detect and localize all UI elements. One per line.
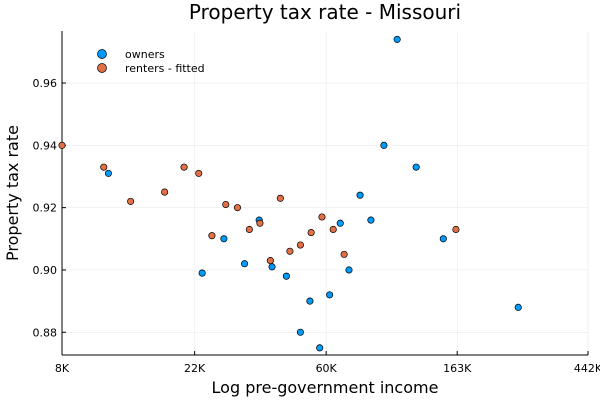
data-point [307,229,315,237]
data-point [340,250,348,258]
data-point [268,263,276,271]
data-point [104,169,112,177]
data-point [452,225,460,234]
data-point [241,260,249,268]
labels: Property tax rate - Missouri Log pre-gov… [3,0,461,397]
data-point [306,297,314,305]
legend-marker [97,63,107,73]
axes: 8K 22K 60K 163K 442K 0.88 0.90 0.92 0.94 0.96 [33,31,600,375]
x-tick-label: 442K [574,362,600,375]
data-point [380,141,388,149]
y-tick-label: 0.88 [33,326,58,339]
data-point [326,291,334,299]
legend-marker [97,49,107,59]
x-tick-label: 8K [55,362,70,375]
legend-label: renters - fitted [125,62,205,75]
data-point [266,257,274,265]
data-point [412,163,420,171]
data-point [127,197,135,205]
data-point [329,225,337,234]
data-point [286,247,294,255]
data-point [282,272,290,280]
data-points [58,35,522,352]
data-point [514,303,522,311]
data-point [222,200,230,209]
data-point [345,266,353,274]
x-axis-label: Log pre-government income [212,378,439,397]
data-point [356,191,364,199]
data-point [233,204,242,212]
y-tick-label: 0.92 [33,202,58,215]
data-point [58,141,66,149]
data-point [276,194,284,202]
chart-title: Property tax rate - Missouri [189,0,461,24]
data-point [336,219,344,227]
y-tick-label: 0.94 [33,139,58,152]
data-point [256,219,264,227]
data-point [318,213,326,221]
legend-label: owners [125,48,165,61]
y-tick-label: 0.96 [33,77,58,90]
data-point [245,225,253,234]
x-tick-label: 22K [184,362,206,375]
data-point [161,188,169,196]
x-tick-label: 163K [443,362,472,375]
data-point [195,169,203,177]
data-point [316,344,324,352]
data-point [296,241,304,249]
y-axis-label: Property tax rate [3,125,22,261]
data-point [208,232,216,240]
data-point [180,163,188,171]
data-point [198,269,206,277]
x-tick-label: 60K [316,362,338,375]
data-point [439,235,447,243]
data-point [296,328,304,336]
y-tick-label: 0.90 [33,264,58,277]
data-point [220,235,228,243]
data-point [393,35,401,43]
data-point [100,163,108,171]
data-point [367,216,375,224]
grid [61,31,589,355]
